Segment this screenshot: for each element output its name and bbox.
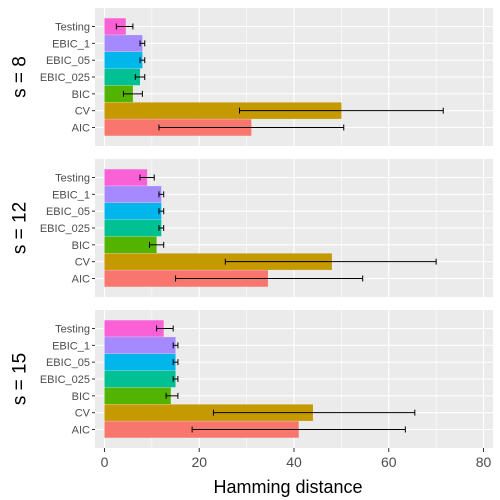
error-bar-testing [115, 23, 134, 30]
y-tick-label: EBIC_025 [40, 223, 90, 235]
y-tick-label: EBIC_05 [46, 55, 90, 67]
bar-ebic_05 [104, 202, 162, 220]
y-tick-label: Testing [55, 324, 90, 336]
error-bar-testing [139, 174, 155, 181]
y-tick-label: CV [75, 257, 91, 269]
error-bar-bic [122, 90, 143, 97]
y-tick-label: AIC [72, 273, 90, 285]
x-axis-title: Hamming distance [213, 477, 362, 497]
y-tick-label: EBIC_025 [40, 374, 90, 386]
facet-panel: AIC CV BIC EBIC_025 EBIC_05 EBIC_1 Testing s = … [10, 8, 493, 146]
bar-bic [104, 236, 157, 254]
bar-ebic_05 [104, 51, 143, 69]
bar-ebic_1 [104, 35, 143, 52]
y-tick-label: BIC [72, 89, 90, 101]
y-tick-label: BIC [72, 391, 90, 403]
y-tick-label: CV [75, 408, 91, 420]
x-tick-label: 40 [286, 454, 302, 470]
x-tick-label: 20 [191, 454, 207, 470]
error-bar-bic [148, 241, 165, 248]
bar-ebic_025 [104, 370, 176, 388]
error-bar-ebic_1 [172, 342, 179, 349]
y-tick-label: AIC [72, 424, 90, 436]
y-tick-label: EBIC_05 [46, 206, 90, 218]
error-bar-bic [165, 392, 179, 399]
x-axis: 0 20 40 60 80 [101, 448, 492, 470]
error-bar-aic [158, 124, 345, 131]
bar-testing [104, 169, 148, 186]
error-bar-ebic_05 [139, 57, 146, 64]
facets-layer: AIC CV BIC EBIC_025 EBIC_05 EBIC_1 Testing s = … [10, 8, 493, 448]
facet-panel: AIC CV BIC EBIC_025 EBIC_05 EBIC_1 Testing s = … [10, 310, 493, 448]
error-bar-ebic_05 [158, 208, 165, 215]
error-bar-ebic_1 [139, 40, 146, 47]
bar-cv [104, 253, 332, 270]
y-tick-label: EBIC_025 [40, 72, 90, 84]
bar-ebic_025 [104, 68, 141, 86]
bar-testing [104, 320, 164, 337]
error-bar-ebic_025 [172, 376, 179, 382]
bar-bic [104, 387, 171, 405]
error-bar-cv [224, 258, 437, 265]
facet-panel: AIC CV BIC EBIC_025 EBIC_05 EBIC_1 Testing s = … [10, 159, 493, 297]
x-tick-label: 60 [381, 454, 397, 470]
bar-cv [104, 404, 313, 421]
y-tick-label: AIC [72, 122, 90, 134]
bar-testing [104, 18, 126, 35]
bar-ebic_025 [104, 219, 162, 237]
error-bar-aic [191, 426, 406, 433]
bar-ebic_05 [104, 353, 176, 371]
bar-cv [104, 102, 342, 119]
error-bar-ebic_025 [158, 225, 165, 231]
y-tick-label: CV [75, 106, 91, 118]
bar-bic [104, 85, 133, 103]
bar-ebic_1 [104, 337, 176, 354]
y-tick-label: EBIC_05 [46, 357, 90, 369]
y-tick-label: Testing [55, 173, 90, 185]
x-tick-label: 80 [476, 454, 492, 470]
y-tick-label: BIC [72, 240, 90, 252]
error-bar-ebic_1 [158, 191, 165, 198]
error-bar-aic [175, 275, 364, 282]
x-tick-label: 0 [101, 454, 109, 470]
error-bar-cv [212, 409, 416, 416]
y-tick-label: EBIC_1 [52, 189, 90, 201]
y-tick-label: Testing [55, 22, 90, 34]
facet-label: s = 12 [10, 202, 31, 254]
facet-label: s = 8 [10, 56, 31, 98]
facet-label: s = 15 [10, 353, 31, 405]
error-bar-cv [239, 107, 444, 114]
bar-ebic_1 [104, 186, 162, 203]
y-tick-label: EBIC_1 [52, 38, 90, 50]
error-bar-testing [156, 325, 174, 332]
error-bar-ebic_025 [134, 74, 146, 80]
y-tick-label: EBIC_1 [52, 340, 90, 352]
error-bar-ebic_05 [172, 359, 179, 366]
